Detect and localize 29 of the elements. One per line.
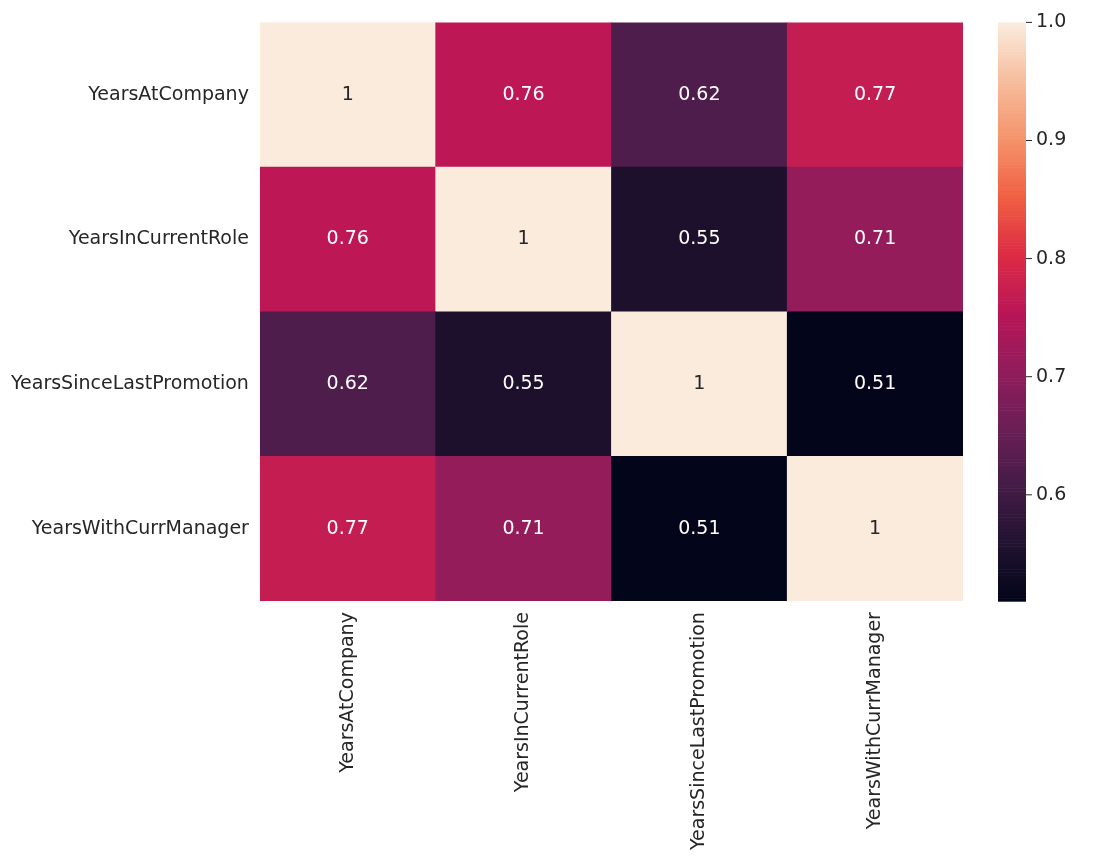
data-label: 0.77: [326, 515, 369, 538]
x-tick-label: YearsSinceLastPromotion: [686, 612, 709, 851]
data-label: 0.71: [853, 226, 897, 249]
color-bar-label: 0.7: [1036, 363, 1067, 386]
color-bar-label: 0.8: [1036, 245, 1067, 268]
data-label: 0.55: [502, 371, 545, 394]
data-label: 1: [869, 515, 882, 538]
x-tick-label: YearsAtCompany: [334, 612, 357, 774]
y-tick-label: YearsWithCurrManager: [30, 515, 250, 538]
data-label: 0.62: [326, 371, 369, 394]
x-tick-label: YearsInCurrentRole: [510, 612, 533, 794]
data-label: 0.51: [678, 515, 721, 538]
data-label: 0.71: [502, 515, 545, 538]
data-label: 0.76: [502, 81, 545, 104]
data-label: 1: [341, 81, 354, 104]
y-tick-label: YearsSinceLastPromotion: [10, 371, 249, 394]
data-label: 1: [517, 226, 530, 249]
x-tick-label: YearsWithCurrManager: [862, 611, 885, 831]
color-bar-label: 0.9: [1036, 127, 1067, 150]
y-tick-label: YearsAtCompany: [87, 81, 249, 104]
data-label: 1: [693, 371, 706, 394]
data-label: 0.62: [678, 81, 721, 104]
y-tick-label: YearsInCurrentRole: [67, 226, 249, 249]
data-label: 0.77: [853, 81, 897, 104]
color-bar-label: 0.6: [1036, 481, 1067, 504]
color-bar-label: 1.0: [1036, 9, 1067, 32]
data-label: 0.76: [326, 226, 369, 249]
data-label: 0.51: [853, 371, 897, 394]
data-label: 0.55: [678, 226, 721, 249]
